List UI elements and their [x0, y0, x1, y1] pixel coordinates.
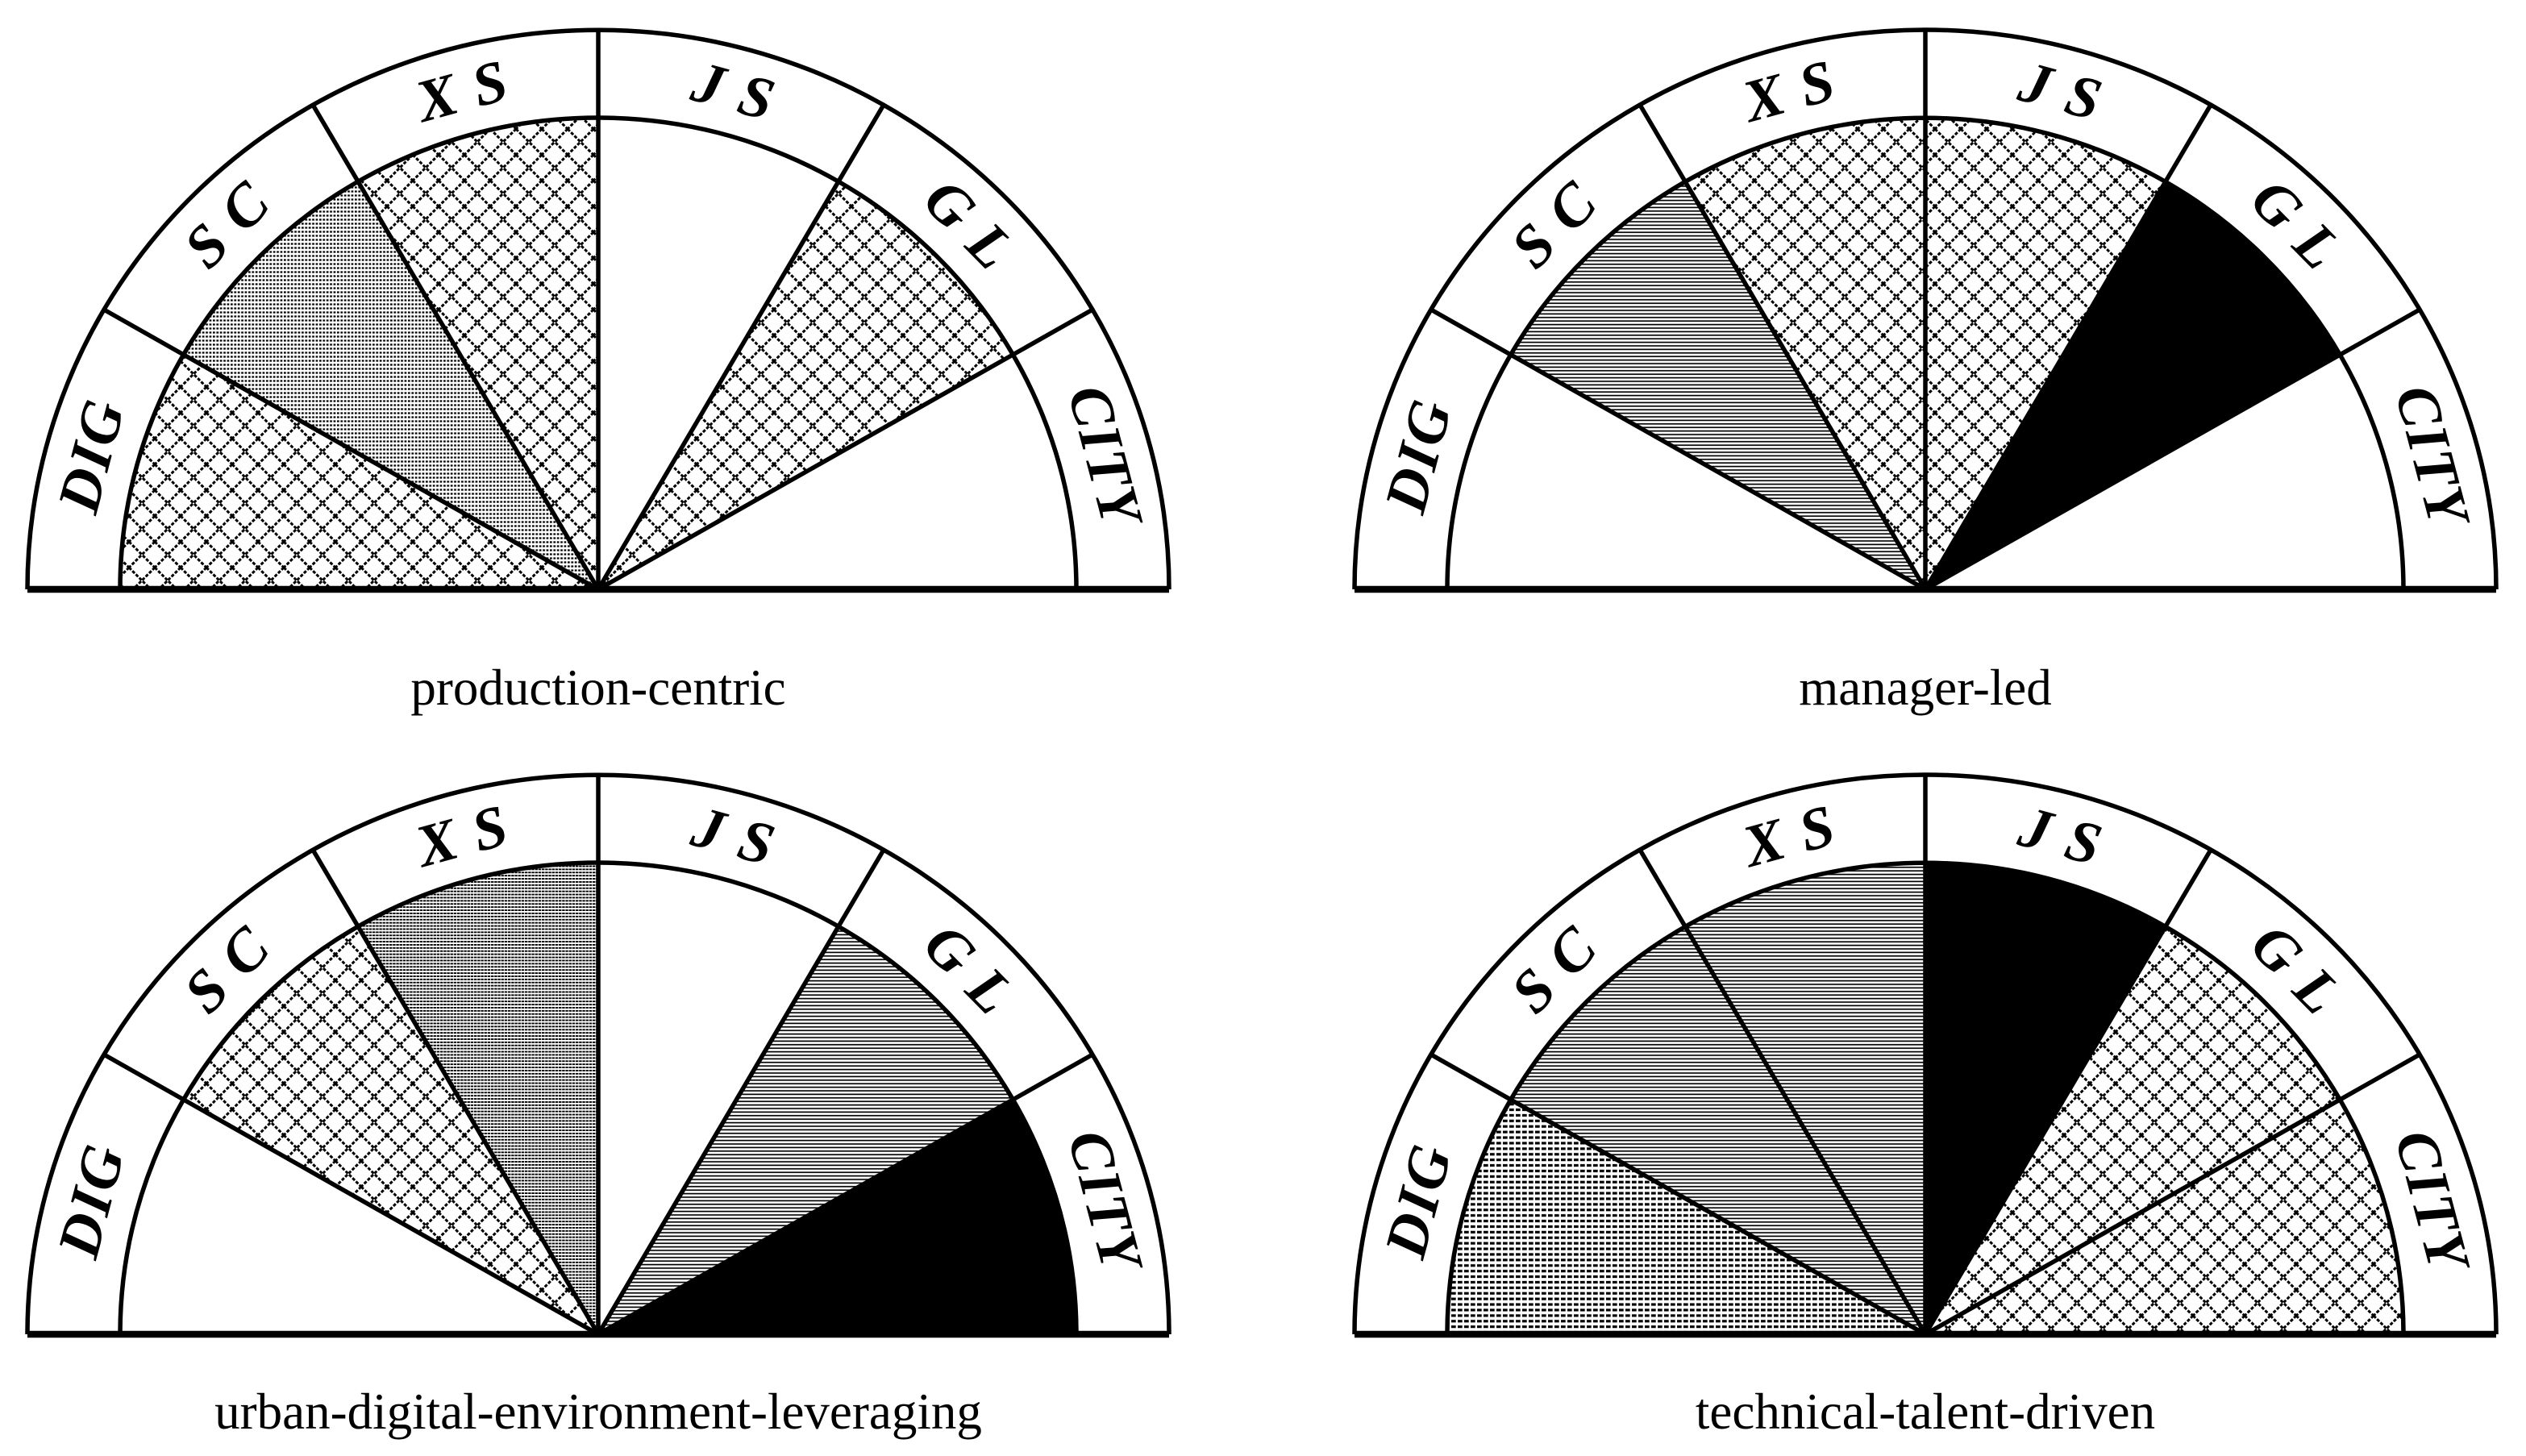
wedge-gl	[1925, 926, 2340, 1334]
wedge-sc	[184, 926, 599, 1334]
sector-divider	[1923, 103, 2213, 591]
sector-divider	[597, 1052, 1094, 1337]
wedge-gl	[598, 181, 1013, 590]
ring-label-js: J S	[2012, 793, 2110, 879]
sector-divider	[1924, 1052, 2421, 1337]
sector-divider	[102, 1052, 600, 1337]
ring-label-js: J S	[685, 48, 783, 134]
ring-label-js: J S	[685, 793, 783, 879]
wedge-sc	[1511, 181, 1925, 590]
sector-divider	[1429, 1052, 1927, 1337]
chart-title: technical-talent-driven	[1696, 1383, 2155, 1440]
ring-label-xs: X S	[1734, 792, 1842, 881]
wedge-xs	[359, 863, 598, 1334]
sector-divider	[597, 307, 1094, 592]
ring-label-xs: X S	[1734, 48, 1842, 136]
sector-divider	[310, 848, 601, 1336]
sector-divider	[1638, 103, 1928, 591]
sector-divider	[310, 103, 601, 591]
ring-label-xs: X S	[407, 792, 515, 881]
sector-divider	[1638, 848, 1928, 1336]
wedge-js	[1925, 118, 2165, 589]
sector-divider	[596, 103, 886, 591]
wedge-gl	[1925, 181, 2340, 590]
wedge-sc	[1511, 926, 1925, 1334]
wedge-gl	[598, 926, 1013, 1334]
ring-label-xs: X S	[407, 48, 515, 136]
wedge-sc	[184, 181, 599, 590]
sector-divider	[1923, 848, 2213, 1336]
sector-divider	[1429, 307, 1927, 592]
sector-divider	[102, 307, 600, 592]
wedge-xs	[1686, 118, 1925, 589]
ring-label-js: J S	[2012, 48, 2110, 134]
wedge-city	[1925, 1098, 2403, 1334]
chart-title: urban-digital-environment-leveraging	[214, 1383, 982, 1440]
wedge-dig	[1447, 1098, 1925, 1334]
wedge-js	[1925, 863, 2165, 1334]
chart-title: production-centric	[410, 659, 785, 716]
wedge-xs	[1686, 863, 1925, 1334]
wedge-city	[598, 1098, 1076, 1334]
chart-title: manager-led	[1799, 659, 2052, 716]
sector-divider	[596, 848, 886, 1336]
wedge-dig	[120, 353, 598, 589]
wedge-xs	[359, 118, 598, 589]
sector-divider	[1924, 307, 2421, 592]
